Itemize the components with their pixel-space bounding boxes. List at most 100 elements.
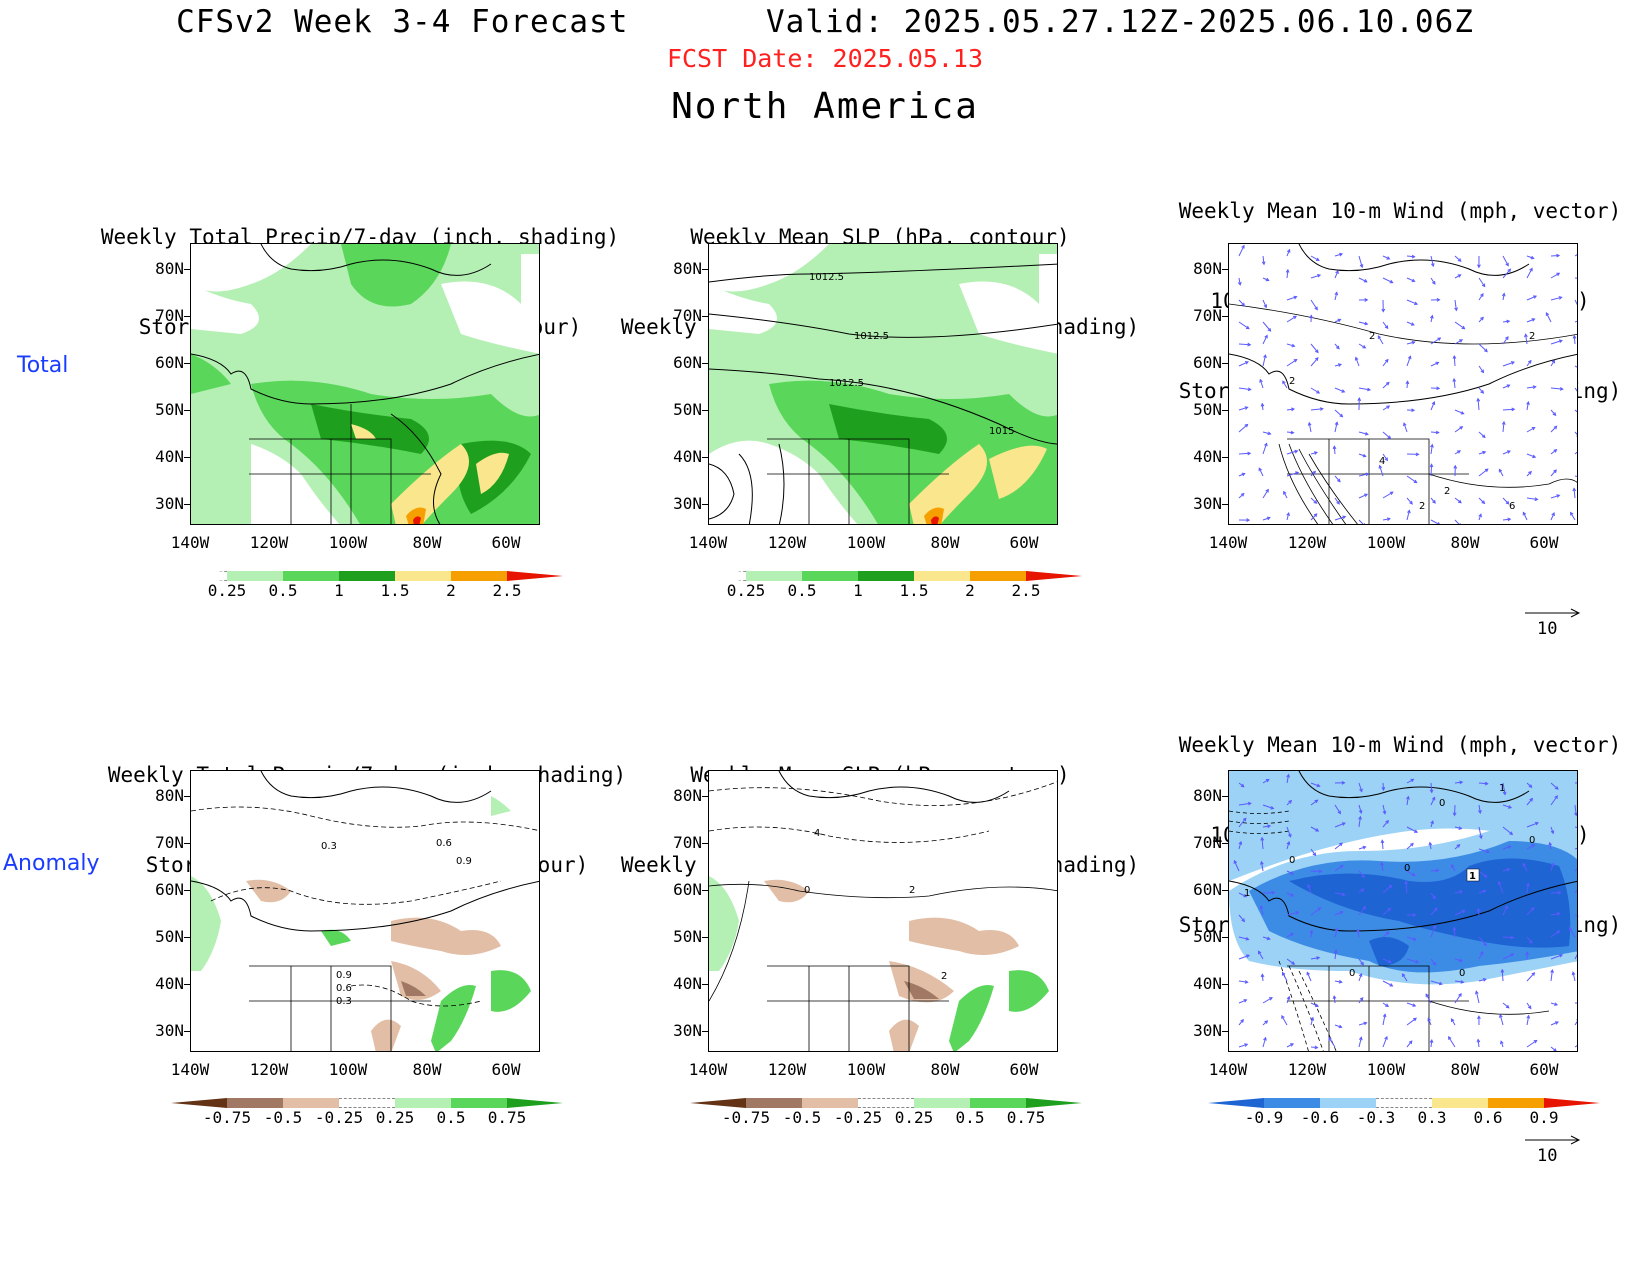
wind-vector <box>1574 320 1577 323</box>
wind-vector <box>1238 493 1245 499</box>
wind-vector <box>1478 890 1486 894</box>
lon-tick-label: 100W <box>1366 533 1406 552</box>
wind-vector-head <box>1529 267 1533 272</box>
wind-vector-head <box>1431 796 1436 801</box>
wind-vector <box>1328 1037 1336 1048</box>
wind-vector-head <box>1436 298 1441 302</box>
wind-vector <box>1238 1043 1248 1048</box>
wind-vector-head <box>1457 274 1462 278</box>
colorbar-label: -0.25 <box>833 1108 883 1127</box>
wind-vector-head <box>1551 359 1556 364</box>
wind-vector <box>1382 359 1389 367</box>
wind-vector <box>1550 409 1556 416</box>
wind-vector-head <box>1557 890 1562 895</box>
wind-vector-head <box>1341 822 1346 826</box>
wind-vector-head <box>1309 929 1314 934</box>
wind-vector <box>1238 343 1251 346</box>
wind-vector <box>1310 471 1316 477</box>
wind-vector-head <box>1268 997 1273 1001</box>
wind-vector <box>1430 401 1435 411</box>
wind-vector <box>1261 861 1264 872</box>
colorbar-segment <box>1026 571 1082 581</box>
lat-tick-label: 40N <box>155 974 184 993</box>
wind-vector <box>1382 804 1386 814</box>
wind-vector <box>1286 774 1290 784</box>
wind-vector-head <box>1313 500 1318 504</box>
wind-vector <box>1382 255 1390 260</box>
wind-vector-head <box>1458 499 1462 504</box>
wind-vector <box>1430 892 1436 899</box>
wind-vector-head <box>1525 951 1529 956</box>
wind-vector-head <box>1315 1003 1320 1007</box>
lat-tick-label: 30N <box>673 494 702 513</box>
wind-vector-head <box>1526 882 1530 887</box>
wind-vector-head <box>1240 1018 1244 1023</box>
wind-vector-head <box>1497 880 1502 885</box>
wind-vector <box>1310 513 1318 521</box>
colorbar-label: 0.25 <box>207 581 247 600</box>
wind-vector <box>1286 249 1291 257</box>
lat-tick-mark <box>184 457 190 458</box>
colorbar-label: 0.5 <box>955 1108 985 1127</box>
lon-tick-label: 100W <box>846 1060 886 1079</box>
wind-vector-head <box>1482 978 1487 982</box>
wind-vector-head <box>1410 778 1415 783</box>
wind-vector <box>1550 272 1560 279</box>
wind-vector-head <box>1559 954 1564 958</box>
wind-vector <box>1406 497 1413 505</box>
wind-vector-head <box>1480 316 1484 321</box>
colorbar-segment <box>1432 1098 1488 1108</box>
wind-vector <box>1569 927 1576 938</box>
lon-tick-label: 100W <box>328 1060 368 1079</box>
wind-vector <box>1334 980 1342 983</box>
wind-vector <box>1430 431 1439 434</box>
wind-vector <box>1550 863 1554 872</box>
wind-vector-head <box>1360 888 1365 892</box>
wind-vector-head <box>1341 780 1346 785</box>
wind-vector <box>1310 408 1323 411</box>
lat-tick-label: 70N <box>673 833 702 852</box>
wind-vector <box>1358 343 1366 349</box>
wind-vector-head <box>1244 361 1249 365</box>
wind-vector-head <box>1529 797 1534 802</box>
wind-vector-head <box>1288 833 1292 838</box>
colorbar-label: 0.6 <box>1473 1108 1503 1127</box>
wind-vector <box>1502 408 1515 411</box>
wind-vector-head <box>1362 345 1367 349</box>
wind-vector-head <box>1528 784 1533 788</box>
wind-vector <box>1310 255 1320 261</box>
wind-vector <box>1238 473 1245 477</box>
wind-vector-head <box>1261 261 1266 266</box>
wind-vector <box>1357 929 1360 938</box>
colorbar-label: -0.25 <box>314 1108 364 1127</box>
wind-vector <box>1475 991 1480 1004</box>
lat-tick-label: 80N <box>673 786 702 805</box>
wind-vector-head <box>1571 971 1576 976</box>
wind-vector-head <box>1501 292 1506 297</box>
wind-vector <box>1406 299 1418 305</box>
wind-vector <box>1286 933 1294 938</box>
wind-vector-head <box>1452 354 1457 359</box>
wind-vector <box>1499 1014 1504 1026</box>
wind-vector <box>1550 494 1560 499</box>
wind-vector-head <box>1259 904 1264 910</box>
wind-vector <box>1502 826 1513 835</box>
wind-vector-head <box>1389 983 1394 987</box>
wind-vector-head <box>1243 893 1248 898</box>
wind-vector-head <box>1526 400 1530 405</box>
wind-vector <box>1286 826 1292 837</box>
wind-vector <box>1377 335 1384 345</box>
wind-vector <box>1454 274 1461 279</box>
wind-vector-head <box>1354 356 1359 361</box>
lat-tick-mark <box>1222 984 1228 985</box>
wind-vector <box>1286 450 1298 455</box>
lat-tick-label: 30N <box>673 1021 702 1040</box>
lon-tick-label: 120W <box>1287 533 1327 552</box>
wind-vector-head <box>1460 411 1465 415</box>
wind-vector <box>1262 1037 1267 1048</box>
wind-vector <box>1454 993 1462 1004</box>
lat-tick-label: 50N <box>1193 927 1222 946</box>
wind-vector-head <box>1334 927 1339 932</box>
wind-vector-head <box>1291 343 1296 348</box>
wind-vector-head <box>1429 463 1434 468</box>
